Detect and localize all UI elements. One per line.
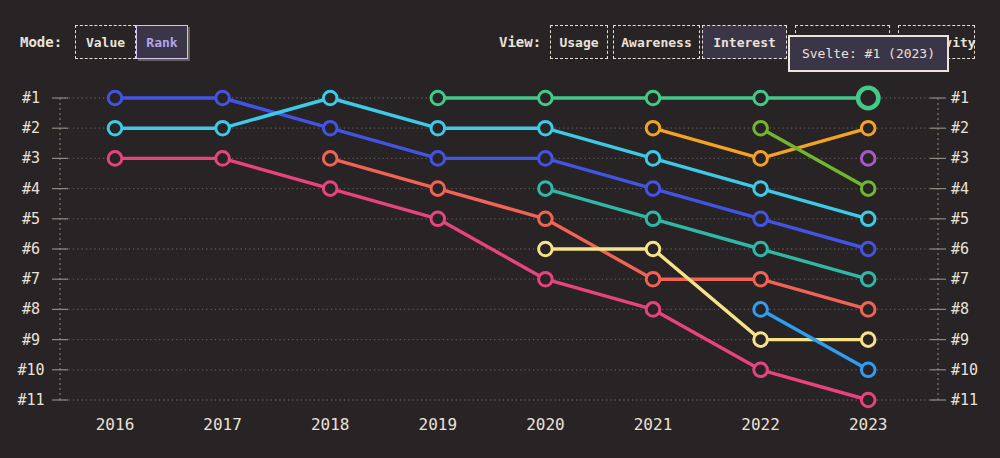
y-label-right-#9: #9	[951, 331, 969, 349]
marker-line-cyan-2018[interactable]	[323, 91, 337, 105]
y-label-right-#6: #6	[951, 240, 969, 258]
marker-line-cyan-2023[interactable]	[861, 212, 875, 226]
highlighted-marker-Svelte-2023[interactable]	[858, 88, 878, 108]
marker-line-pink-2022[interactable]	[754, 363, 768, 377]
marker-line-pink-2020[interactable]	[539, 272, 553, 286]
marker-line-teal-2021[interactable]	[646, 212, 660, 226]
marker-line-cyan-2020[interactable]	[539, 121, 553, 135]
marker-Svelte-2019[interactable]	[431, 91, 445, 105]
marker-line-teal-2020[interactable]	[539, 182, 553, 196]
marker-line-orange-2023[interactable]	[861, 121, 875, 135]
y-label-right-#3: #3	[951, 149, 969, 167]
marker-line-yellow-2022[interactable]	[754, 333, 768, 347]
y-label-left-#2: #2	[22, 119, 40, 137]
marker-line-blue-2018[interactable]	[323, 121, 337, 135]
y-label-right-#11: #11	[951, 391, 978, 409]
marker-line-cyan-2017[interactable]	[216, 121, 230, 135]
marker-line-pink-2021[interactable]	[646, 303, 660, 317]
marker-line-blue-2020[interactable]	[539, 152, 553, 166]
marker-line-azure-2022[interactable]	[754, 303, 768, 317]
series-line-line-coral[interactable]	[330, 158, 868, 309]
marker-line-coral-2022[interactable]	[754, 272, 768, 286]
y-label-left-#10: #10	[17, 361, 44, 379]
x-label-2023: 2023	[849, 415, 888, 434]
y-label-left-#9: #9	[22, 331, 40, 349]
x-label-2021: 2021	[634, 415, 673, 434]
x-label-2020: 2020	[526, 415, 565, 434]
hover-tooltip: Svelte: #1 (2023)	[788, 35, 949, 72]
marker-line-cyan-2016[interactable]	[108, 121, 122, 135]
y-label-left-#3: #3	[22, 149, 40, 167]
y-label-right-#7: #7	[951, 270, 969, 288]
y-label-left-#6: #6	[22, 240, 40, 258]
marker-line-azure-2023[interactable]	[861, 363, 875, 377]
y-label-left-#7: #7	[22, 270, 40, 288]
marker-line-blue-2019[interactable]	[431, 152, 445, 166]
marker-line-green-2022[interactable]	[754, 121, 768, 135]
marker-line-orange-2021[interactable]	[646, 121, 660, 135]
y-label-left-#11: #11	[17, 391, 44, 409]
marker-Svelte-2021[interactable]	[646, 91, 660, 105]
y-label-right-#2: #2	[951, 119, 969, 137]
marker-line-blue-2017[interactable]	[216, 91, 230, 105]
y-label-left-#8: #8	[22, 300, 40, 318]
marker-line-pink-2016[interactable]	[108, 152, 122, 166]
marker-Svelte-2022[interactable]	[754, 91, 768, 105]
marker-line-coral-2019[interactable]	[431, 182, 445, 196]
marker-line-orange-2022[interactable]	[754, 152, 768, 166]
marker-line-blue-2016[interactable]	[108, 91, 122, 105]
marker-line-pink-2017[interactable]	[216, 152, 230, 166]
marker-line-purple-2023[interactable]	[861, 152, 875, 166]
marker-line-coral-2020[interactable]	[539, 212, 553, 226]
y-label-right-#8: #8	[951, 300, 969, 318]
x-label-2018: 2018	[311, 415, 350, 434]
y-label-left-#1: #1	[22, 89, 40, 107]
marker-line-blue-2023[interactable]	[861, 242, 875, 256]
marker-line-teal-2022[interactable]	[754, 242, 768, 256]
x-label-2019: 2019	[419, 415, 458, 434]
marker-line-yellow-2021[interactable]	[646, 242, 660, 256]
y-label-right-#1: #1	[951, 89, 969, 107]
y-label-right-#5: #5	[951, 210, 969, 228]
marker-line-coral-2018[interactable]	[323, 152, 337, 166]
marker-line-coral-2021[interactable]	[646, 272, 660, 286]
marker-line-pink-2019[interactable]	[431, 212, 445, 226]
y-label-left-#5: #5	[22, 210, 40, 228]
framework-rank-chart-page: Mode: Value Rank View: Usage Awareness I…	[0, 0, 1000, 458]
marker-line-cyan-2022[interactable]	[754, 182, 768, 196]
marker-line-yellow-2020[interactable]	[539, 242, 553, 256]
marker-line-blue-2021[interactable]	[646, 182, 660, 196]
marker-line-yellow-2023[interactable]	[861, 333, 875, 347]
x-label-2022: 2022	[741, 415, 780, 434]
marker-line-teal-2023[interactable]	[861, 272, 875, 286]
marker-line-cyan-2019[interactable]	[431, 121, 445, 135]
y-label-left-#4: #4	[22, 180, 40, 198]
marker-line-cyan-2021[interactable]	[646, 152, 660, 166]
y-label-right-#10: #10	[951, 361, 978, 379]
marker-line-blue-2022[interactable]	[754, 212, 768, 226]
y-label-right-#4: #4	[951, 180, 969, 198]
x-label-2017: 2017	[203, 415, 242, 434]
marker-line-pink-2018[interactable]	[323, 182, 337, 196]
x-label-2016: 2016	[96, 415, 135, 434]
marker-line-coral-2023[interactable]	[861, 303, 875, 317]
hover-tooltip-text: Svelte: #1 (2023)	[802, 46, 935, 61]
marker-line-pink-2023[interactable]	[861, 393, 875, 407]
series-line-line-blue[interactable]	[115, 98, 868, 249]
marker-line-green-2023[interactable]	[861, 182, 875, 196]
marker-Svelte-2020[interactable]	[539, 91, 553, 105]
